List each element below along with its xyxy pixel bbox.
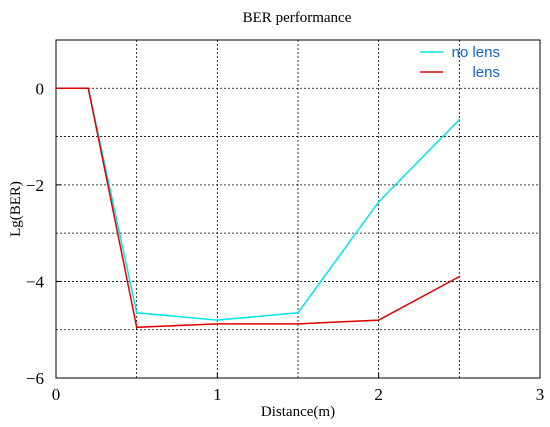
x-tick-label: 3	[536, 385, 545, 404]
chart-title: BER performance	[243, 10, 352, 26]
data-point-lens	[377, 319, 380, 321]
x-axis-label: Distance(m)	[261, 404, 335, 420]
data-point-no-lens	[297, 312, 299, 314]
data-point-no-lens	[216, 319, 219, 321]
data-point-lens	[135, 326, 138, 329]
data-point-lens	[87, 87, 90, 90]
y-axis-label: Lg(BER)	[8, 181, 24, 237]
legend-label: lens	[472, 64, 500, 81]
data-point-no-lens	[458, 118, 461, 121]
series-lines	[55, 87, 461, 329]
series-line-no-lens	[56, 87, 460, 321]
grid	[56, 40, 540, 378]
y-tick-label: −2	[26, 176, 44, 195]
data-point-lens	[216, 323, 219, 325]
x-ticks: 0 1 2 3	[52, 373, 545, 404]
x-tick-label: 1	[213, 385, 222, 404]
y-tick-label: −6	[26, 369, 44, 388]
x-tick-label: 0	[52, 385, 61, 404]
data-point-no-lens	[377, 200, 380, 203]
legend-label: no lens	[452, 44, 500, 61]
plot-frame	[55, 39, 541, 379]
data-point-lens	[55, 87, 57, 90]
data-point-lens	[297, 323, 299, 325]
data-point-no-lens	[135, 312, 138, 314]
legend: no lens lens	[420, 44, 500, 81]
x-tick-label: 2	[374, 385, 383, 404]
y-tick-label: 0	[36, 79, 45, 98]
y-tick-label: −4	[26, 272, 45, 291]
data-point-lens	[458, 275, 461, 278]
y-ticks: 0 −2 −4 −6	[26, 79, 61, 388]
series-line-lens	[56, 87, 460, 329]
